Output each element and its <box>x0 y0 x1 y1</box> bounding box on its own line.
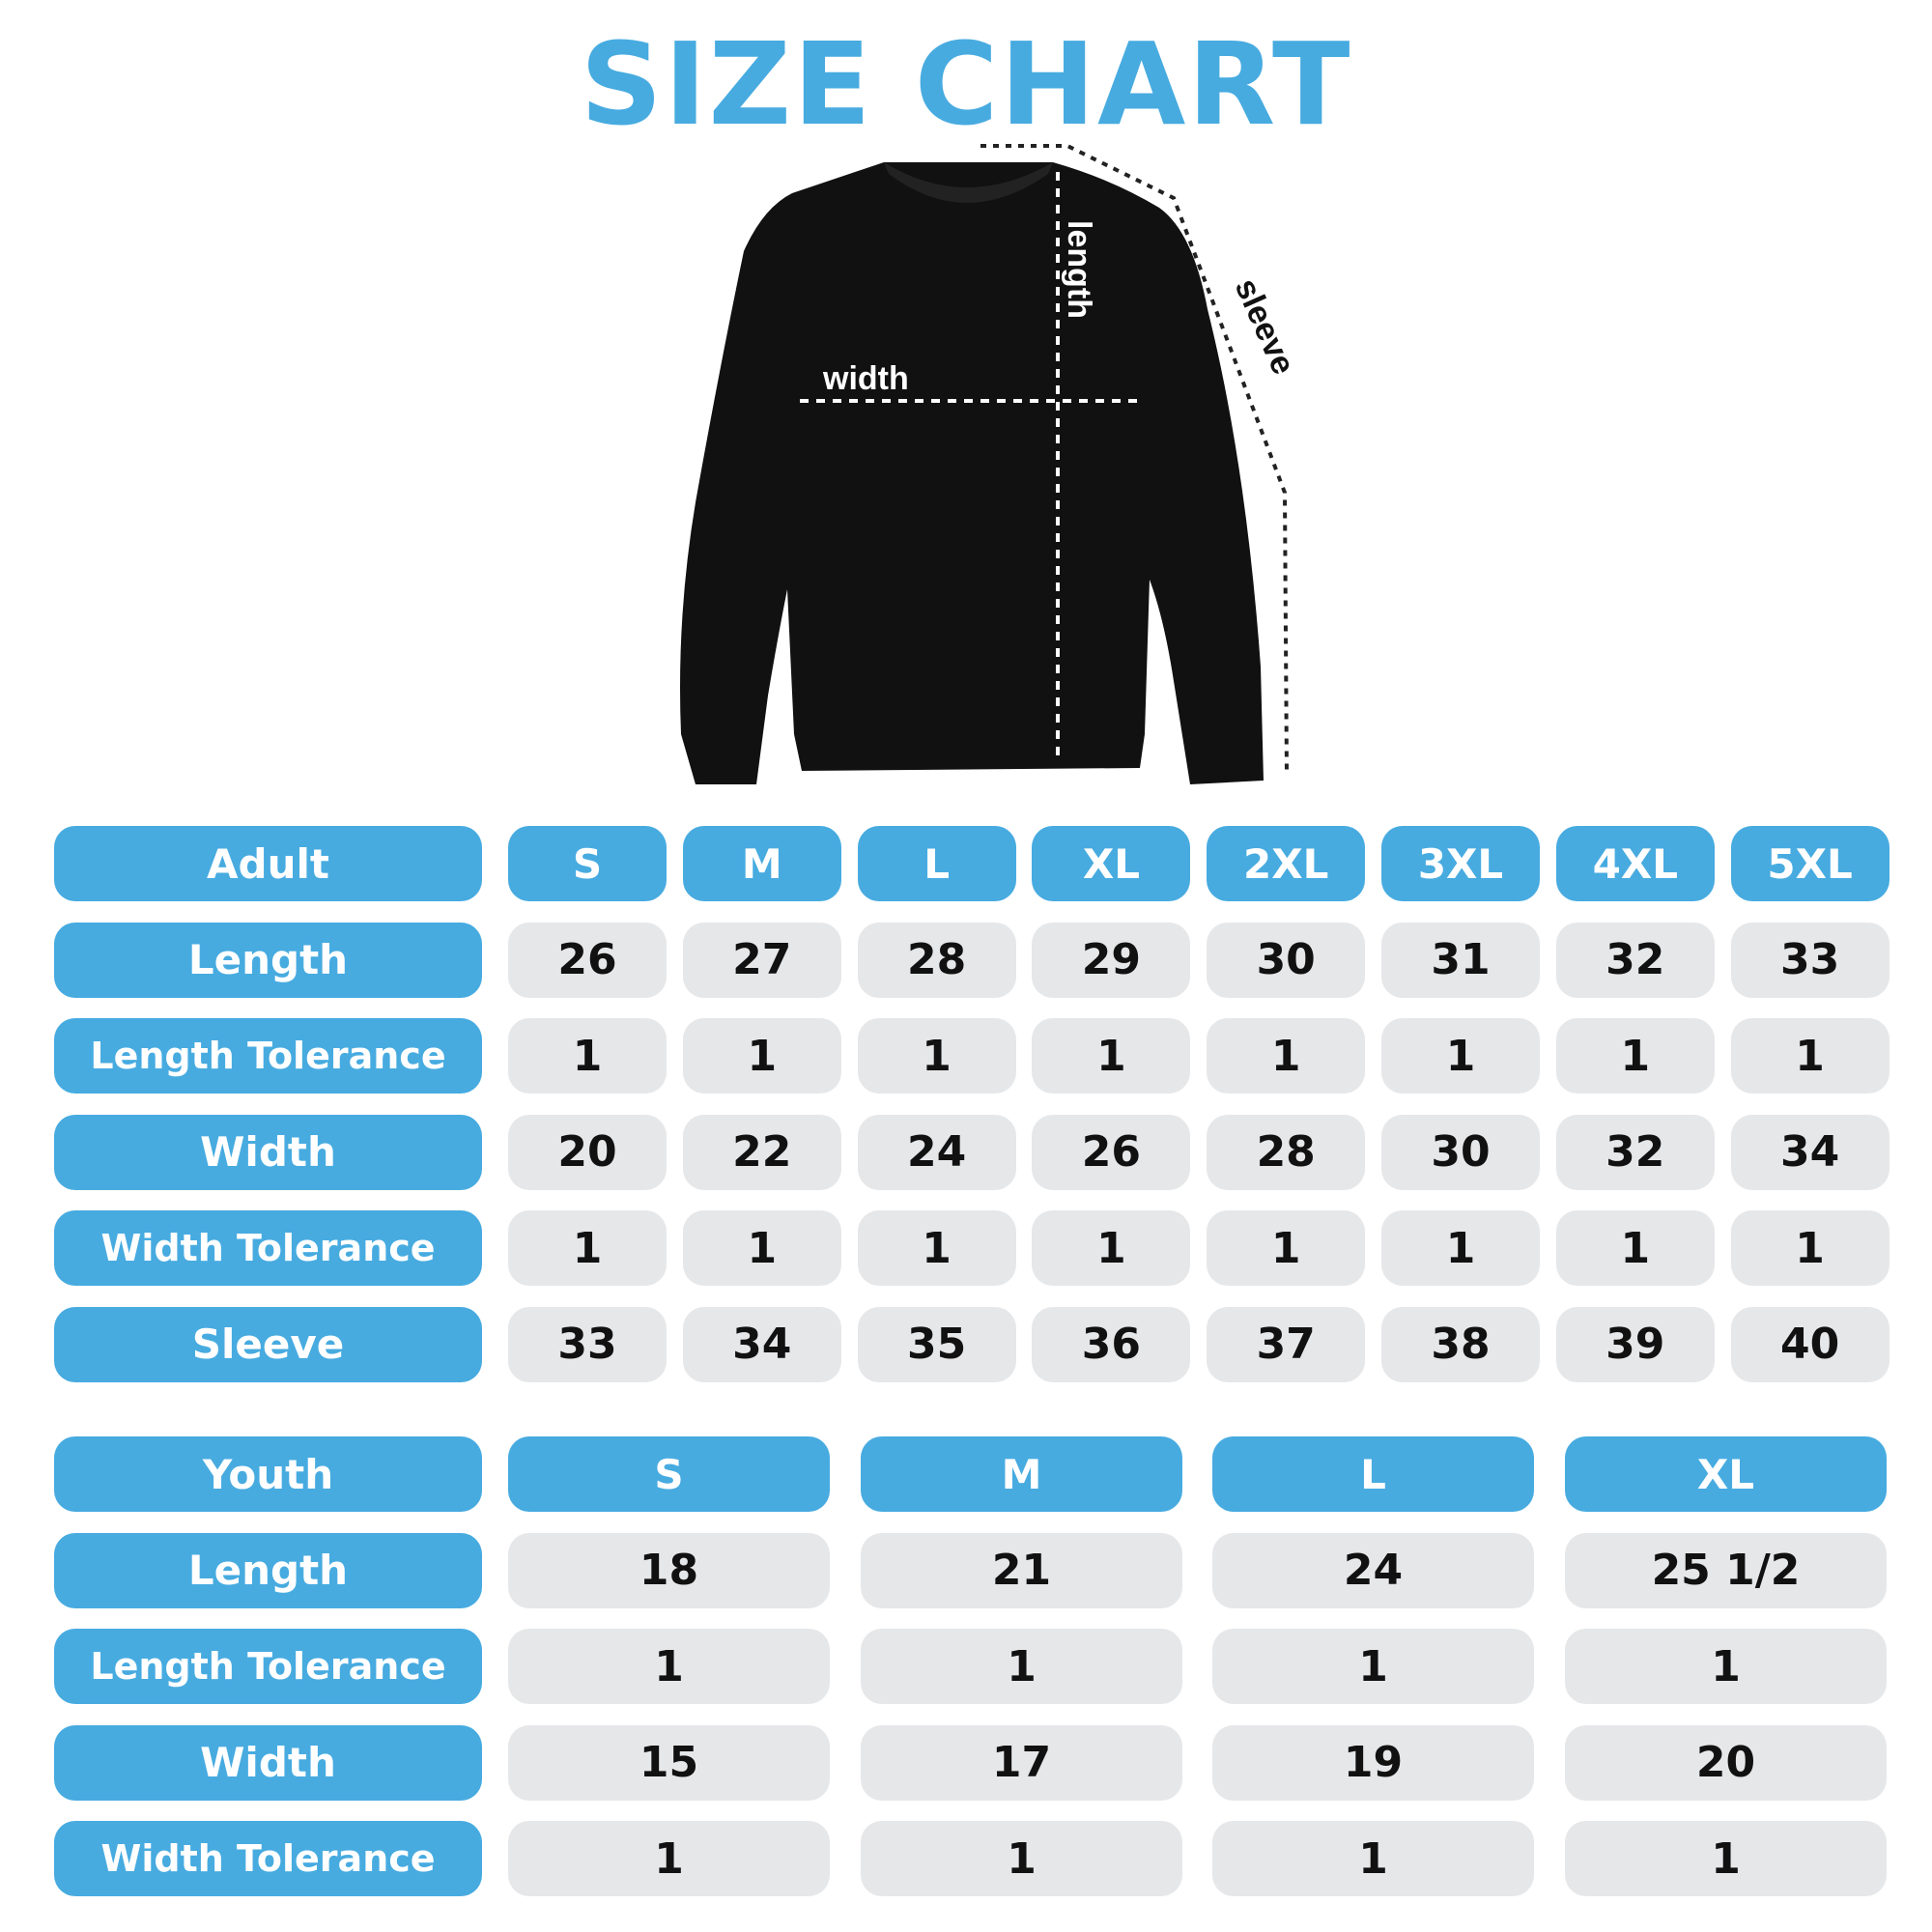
youth-row-label: Width <box>54 1724 482 1801</box>
adult-value-cell: 27 <box>682 922 841 998</box>
adult-value-cell: 33 <box>1730 922 1889 998</box>
adult-value-cell: 1 <box>1555 1018 1715 1094</box>
sweatshirt-image <box>680 162 1264 784</box>
adult-value-cell: 26 <box>508 922 667 998</box>
adult-size-header: M <box>682 826 841 901</box>
adult-header: Adult <box>54 826 482 901</box>
youth-row-label: Length Tolerance <box>54 1629 482 1704</box>
youth-value-cell: 1 <box>861 1821 1182 1896</box>
adult-size-header: 2XL <box>1207 826 1366 901</box>
adult-value-cell: 39 <box>1555 1306 1715 1382</box>
youth-value-cell: 1 <box>1565 1629 1887 1704</box>
adult-value-cell: 32 <box>1555 1114 1715 1190</box>
youth-value-cell: 1 <box>508 1821 830 1896</box>
adult-value-cell: 22 <box>682 1114 841 1190</box>
adult-value-cell: 40 <box>1730 1306 1889 1382</box>
adult-value-cell: 29 <box>1032 922 1191 998</box>
page-title: SIZE CHART <box>580 17 1352 151</box>
adult-size-header: S <box>508 826 667 901</box>
sleeve-label: sleeve <box>1228 273 1302 380</box>
adult-size-header: 5XL <box>1730 826 1889 901</box>
adult-row-label: Width Tolerance <box>54 1210 482 1286</box>
adult-value-cell: 38 <box>1381 1306 1540 1382</box>
adult-size-header: XL <box>1032 826 1191 901</box>
youth-value-cell: 18 <box>508 1532 830 1608</box>
adult-value-cell: 1 <box>508 1018 667 1094</box>
youth-size-header: S <box>508 1436 830 1512</box>
youth-value-cell: 1 <box>1212 1821 1534 1896</box>
adult-value-cell: 1 <box>1381 1018 1540 1094</box>
adult-value-cell: 1 <box>508 1210 667 1286</box>
youth-row-label: Width Tolerance <box>54 1821 482 1896</box>
adult-value-cell: 28 <box>1207 1114 1366 1190</box>
adult-value-cell: 20 <box>508 1114 667 1190</box>
adult-size-header: L <box>857 826 1016 901</box>
adult-value-cell: 1 <box>682 1018 841 1094</box>
youth-row-label: Length <box>54 1532 482 1608</box>
adult-value-cell: 1 <box>857 1210 1016 1286</box>
youth-value-cell: 1 <box>508 1629 830 1704</box>
youth-size-header: L <box>1212 1436 1534 1512</box>
adult-value-cell: 1 <box>857 1018 1016 1094</box>
adult-value-cell: 30 <box>1207 922 1366 998</box>
adult-value-cell: 33 <box>508 1306 667 1382</box>
adult-size-header: 4XL <box>1555 826 1715 901</box>
adult-row-label: Width <box>54 1114 482 1190</box>
adult-value-cell: 1 <box>1730 1210 1889 1286</box>
youth-value-cell: 21 <box>861 1532 1182 1608</box>
adult-value-cell: 28 <box>857 922 1016 998</box>
youth-value-cell: 1 <box>861 1629 1182 1704</box>
sweatshirt-diagram: width length sleeve <box>680 144 1302 784</box>
youth-value-cell: 1 <box>1212 1629 1534 1704</box>
adult-value-cell: 37 <box>1207 1306 1366 1382</box>
adult-value-cell: 1 <box>1555 1210 1715 1286</box>
width-label: width <box>822 360 909 397</box>
adult-value-cell: 30 <box>1381 1114 1540 1190</box>
youth-header: Youth <box>54 1436 482 1512</box>
adult-size-header: 3XL <box>1381 826 1540 901</box>
youth-value-cell: 1 <box>1565 1821 1887 1896</box>
adult-value-cell: 1 <box>1207 1210 1366 1286</box>
youth-size-header: M <box>861 1436 1182 1512</box>
youth-value-cell: 20 <box>1565 1724 1887 1801</box>
adult-value-cell: 36 <box>1032 1306 1191 1382</box>
youth-value-cell: 19 <box>1212 1724 1534 1801</box>
youth-value-cell: 24 <box>1212 1532 1534 1608</box>
youth-size-header: XL <box>1565 1436 1887 1512</box>
adult-value-cell: 24 <box>857 1114 1016 1190</box>
adult-row-label: Length Tolerance <box>54 1018 482 1094</box>
length-label: length <box>1061 220 1097 319</box>
adult-value-cell: 1 <box>1381 1210 1540 1286</box>
adult-value-cell: 1 <box>1207 1018 1366 1094</box>
adult-value-cell: 1 <box>1032 1018 1191 1094</box>
adult-value-cell: 34 <box>1730 1114 1889 1190</box>
adult-value-cell: 1 <box>1730 1018 1889 1094</box>
adult-value-cell: 34 <box>682 1306 841 1382</box>
adult-row-label: Sleeve <box>54 1306 482 1382</box>
adult-value-cell: 26 <box>1032 1114 1191 1190</box>
adult-value-cell: 32 <box>1555 922 1715 998</box>
youth-value-cell: 17 <box>861 1724 1182 1801</box>
adult-value-cell: 31 <box>1381 922 1540 998</box>
adult-value-cell: 1 <box>682 1210 841 1286</box>
adult-row-label: Length <box>54 922 482 998</box>
youth-value-cell: 25 1/2 <box>1565 1532 1887 1608</box>
youth-value-cell: 15 <box>508 1724 830 1801</box>
adult-value-cell: 1 <box>1032 1210 1191 1286</box>
adult-value-cell: 35 <box>857 1306 1016 1382</box>
